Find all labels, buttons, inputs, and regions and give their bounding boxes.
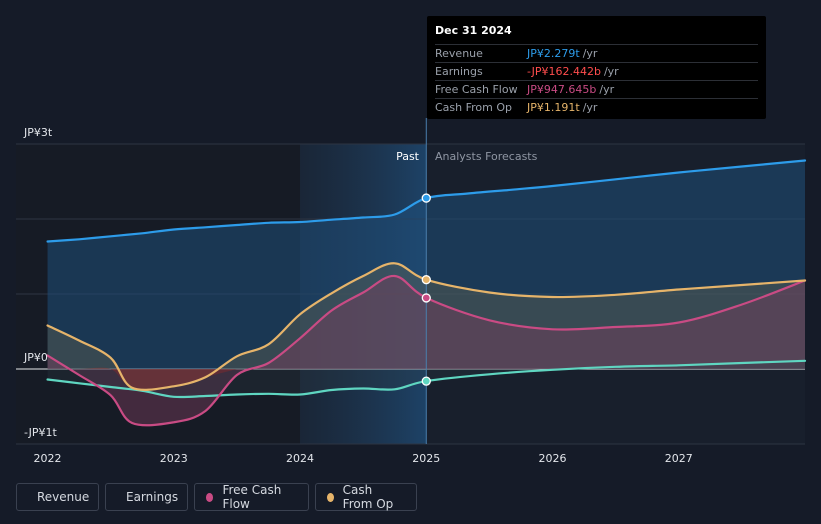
legend-label: Free Cash Flow — [222, 483, 282, 511]
x-axis-labels: 2022 2023 2024 2025 2026 2027 — [34, 452, 693, 465]
legend-label: Revenue — [37, 490, 90, 504]
past-label: Past — [396, 150, 420, 163]
forecast-label: Analysts Forecasts — [435, 150, 538, 163]
series-markers — [421, 193, 431, 386]
data-tooltip: Dec 31 2024 Revenue JP¥2.279t /yr Earnin… — [427, 16, 766, 119]
y-axis-labels: JP¥3t JP¥0 -JP¥1t — [23, 126, 57, 439]
tooltip-label: Cash From Op — [435, 101, 513, 114]
tooltip-row-cash-from-op: Cash From Op JP¥1.191t /yr — [435, 98, 758, 116]
free-cash-flow-marker — [421, 293, 431, 303]
revenue-line — [46, 159, 807, 243]
x-tick-label: 2027 — [665, 452, 693, 465]
tooltip-unit: /yr — [582, 101, 598, 114]
series-lines — [46, 159, 807, 427]
tooltip-value: JP¥947.645b — [527, 83, 597, 96]
earnings-marker — [421, 376, 431, 386]
negative-region-area — [47, 367, 237, 390]
x-tick-label: 2022 — [34, 452, 62, 465]
tooltip-row-earnings: Earnings -JP¥162.442b /yr — [435, 62, 758, 80]
tooltip-label: Earnings — [435, 65, 483, 78]
tooltip-value: JP¥2.279t — [527, 47, 580, 60]
free-cash-flow-line — [46, 274, 807, 427]
legend-item-revenue[interactable]: Revenue — [16, 483, 99, 511]
legend-label: Earnings — [126, 490, 179, 504]
tooltip-unit: /yr — [599, 83, 615, 96]
chart-legend: Revenue Earnings Free Cash Flow Cash Fro… — [16, 483, 417, 513]
legend-label: Cash From Op — [342, 483, 394, 511]
revenue-marker — [421, 193, 431, 203]
tooltip-row-revenue: Revenue JP¥2.279t /yr — [435, 44, 758, 62]
cash-from-op-dot-icon — [327, 492, 334, 502]
free-cash-flow-dot-icon — [206, 492, 214, 502]
cash-from-op-marker — [421, 275, 431, 285]
tooltip-unit: /yr — [582, 47, 598, 60]
x-tick-label: 2024 — [286, 452, 314, 465]
legend-item-free-cash-flow[interactable]: Free Cash Flow — [194, 483, 309, 511]
tooltip-date: Dec 31 2024 — [435, 24, 512, 37]
tooltip-value: -JP¥162.442b — [527, 65, 601, 78]
x-tick-label: 2023 — [160, 452, 188, 465]
tooltip-unit: /yr — [603, 65, 619, 78]
legend-item-earnings[interactable]: Earnings — [105, 483, 188, 511]
cash-from-op-line — [46, 262, 807, 391]
tooltip-label: Free Cash Flow — [435, 83, 518, 96]
y-tick-label: -JP¥1t — [24, 426, 57, 439]
legend-item-cash-from-op[interactable]: Cash From Op — [315, 483, 417, 511]
x-tick-label: 2025 — [412, 452, 440, 465]
tooltip-label: Revenue — [435, 47, 483, 60]
tooltip-value: JP¥1.191t — [527, 101, 580, 114]
y-tick-label: JP¥0 — [23, 351, 48, 364]
y-tick-label: JP¥3t — [23, 126, 53, 139]
tooltip-row-free-cash-flow: Free Cash Flow JP¥947.645b /yr — [435, 80, 758, 98]
x-tick-label: 2026 — [539, 452, 567, 465]
